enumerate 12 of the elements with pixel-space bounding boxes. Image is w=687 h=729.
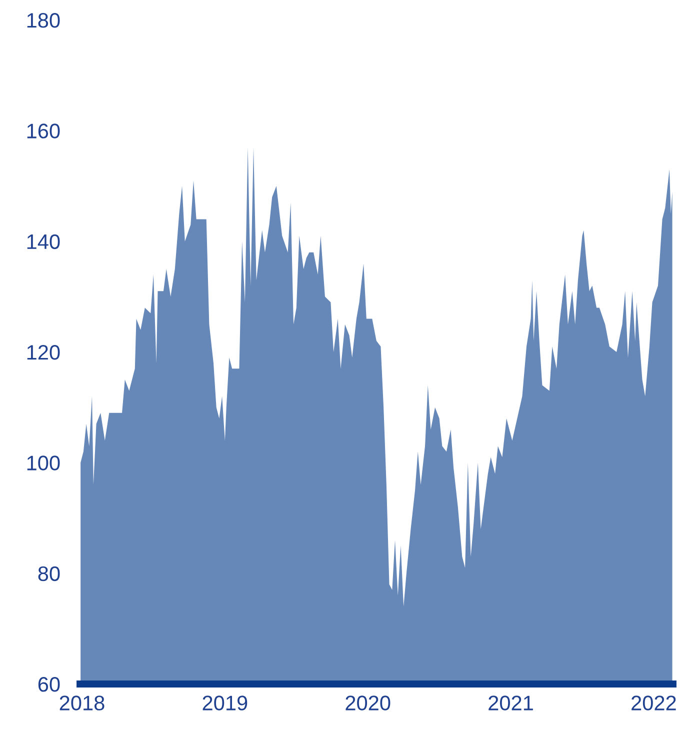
- y-tick-label: 120: [27, 345, 60, 360]
- x-tick-label: 2019: [202, 696, 248, 710]
- y-tick-label: 100: [27, 456, 60, 470]
- x-tick-label: 2020: [346, 696, 390, 710]
- y-tick-label: 60: [38, 677, 60, 692]
- y-tick-label: 140: [27, 234, 60, 250]
- x-tick-label: 2018: [60, 696, 104, 710]
- x-tick-label: 2021: [488, 696, 533, 710]
- y-tick-label: 160: [27, 124, 60, 138]
- x-tick-label: 2022: [632, 696, 676, 710]
- y-tick-label: 180: [27, 13, 60, 28]
- y-tick-label: 80: [38, 566, 60, 582]
